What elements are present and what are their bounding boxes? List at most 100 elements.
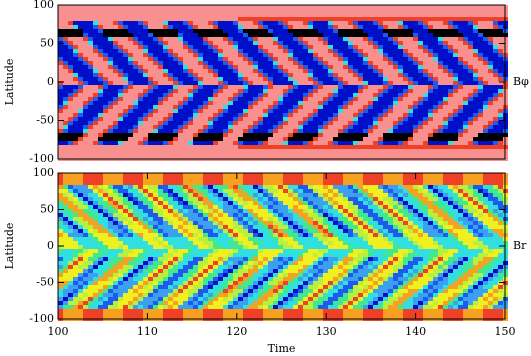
field-cell: [293, 153, 298, 157]
field-cell: [133, 197, 138, 201]
field-cell: [413, 105, 418, 109]
field-cell: [323, 37, 328, 41]
field-cell: [173, 185, 178, 189]
field-cell: [183, 41, 188, 45]
field-cell: [438, 101, 443, 105]
field-cell: [208, 153, 213, 157]
field-cell: [238, 149, 243, 153]
field-cell: [153, 197, 158, 201]
field-cell: [498, 125, 503, 129]
field-cell: [458, 189, 463, 193]
field-cell: [228, 85, 233, 89]
field-cell: [488, 105, 493, 109]
field-cell: [313, 197, 318, 201]
field-cell: [408, 121, 413, 125]
field-cell: [218, 221, 223, 225]
field-cell: [378, 45, 383, 49]
field-cell: [448, 53, 453, 57]
field-cell: [378, 173, 383, 177]
field-cell: [283, 173, 288, 177]
field-cell: [188, 61, 193, 65]
field-cell: [108, 177, 113, 181]
field-cell: [58, 53, 63, 57]
field-cell: [118, 137, 123, 141]
field-cell: [433, 233, 438, 237]
field-cell: [443, 65, 448, 69]
field-cell: [313, 121, 318, 125]
field-cell: [448, 69, 453, 73]
field-cell: [283, 141, 288, 145]
field-cell: [128, 149, 133, 153]
field-cell: [123, 201, 128, 205]
field-cell: [468, 141, 473, 145]
field-cell: [68, 209, 73, 213]
field-cell: [68, 197, 73, 201]
field-cell: [183, 233, 188, 237]
field-cell: [308, 105, 313, 109]
field-cell: [353, 177, 358, 181]
field-cell: [393, 5, 398, 9]
field-cell: [293, 117, 298, 121]
field-cell: [158, 73, 163, 77]
field-cell: [383, 9, 388, 13]
field-cell: [218, 33, 223, 37]
field-cell: [473, 45, 478, 49]
field-cell: [403, 69, 408, 73]
field-cell: [173, 153, 178, 157]
field-cell: [478, 17, 483, 21]
field-cell: [483, 105, 488, 109]
field-cell: [463, 77, 468, 81]
field-cell: [173, 117, 178, 121]
field-cell: [83, 133, 88, 137]
field-cell: [203, 225, 208, 229]
field-cell: [428, 225, 433, 229]
field-cell: [198, 49, 203, 53]
field-cell: [118, 209, 123, 213]
field-cell: [128, 129, 133, 133]
field-cell: [328, 61, 333, 65]
field-cell: [73, 121, 78, 125]
field-cell: [338, 89, 343, 93]
field-cell: [403, 77, 408, 81]
field-cell: [438, 149, 443, 153]
field-cell: [438, 81, 443, 85]
field-cell: [278, 201, 283, 205]
field-cell: [238, 121, 243, 125]
field-cell: [318, 81, 323, 85]
field-cell: [83, 201, 88, 205]
field-cell: [203, 41, 208, 45]
field-cell: [228, 29, 233, 33]
field-cell: [178, 13, 183, 17]
field-cell: [108, 57, 113, 61]
field-cell: [483, 65, 488, 69]
field-cell: [158, 181, 163, 185]
field-cell: [198, 13, 203, 17]
field-cell: [288, 197, 293, 201]
field-cell: [208, 197, 213, 201]
field-cell: [128, 85, 133, 89]
field-cell: [243, 33, 248, 37]
field-cell: [393, 37, 398, 41]
field-cell: [278, 205, 283, 209]
field-cell: [343, 21, 348, 25]
field-cell: [138, 49, 143, 53]
field-cell: [473, 221, 478, 225]
field-cell: [458, 105, 463, 109]
field-cell: [408, 193, 413, 197]
field-cell: [103, 93, 108, 97]
field-cell: [283, 77, 288, 81]
field-cell: [323, 141, 328, 145]
field-cell: [358, 177, 363, 181]
field-cell: [78, 137, 83, 141]
field-cell: [233, 89, 238, 93]
field-cell: [293, 201, 298, 205]
field-cell: [338, 105, 343, 109]
field-cell: [243, 173, 248, 177]
field-cell: [413, 49, 418, 53]
field-cell: [103, 89, 108, 93]
field-cell: [153, 49, 158, 53]
field-cell: [468, 113, 473, 117]
field-cell: [143, 21, 148, 25]
field-cell: [348, 61, 353, 65]
field-cell: [73, 153, 78, 157]
